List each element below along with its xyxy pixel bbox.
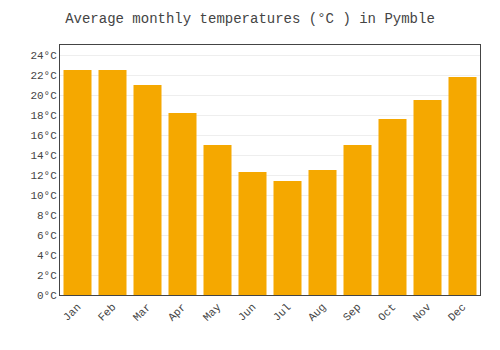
svg-text:0°C: 0°C <box>37 290 57 302</box>
svg-text:20°C: 20°C <box>30 90 57 102</box>
svg-text:Jun: Jun <box>236 301 258 323</box>
svg-text:18°C: 18°C <box>30 110 57 122</box>
svg-text:16°C: 16°C <box>30 130 57 142</box>
svg-text:Sep: Sep <box>341 301 363 323</box>
svg-text:2°C: 2°C <box>37 270 57 282</box>
svg-text:Oct: Oct <box>376 301 398 323</box>
svg-text:Dec: Dec <box>446 301 468 323</box>
svg-text:Mar: Mar <box>131 301 153 323</box>
svg-text:6°C: 6°C <box>37 230 57 242</box>
svg-text:Average monthly temperatures (: Average monthly temperatures (°C ) in Py… <box>65 11 435 27</box>
svg-text:Feb: Feb <box>96 301 118 323</box>
svg-text:24°C: 24°C <box>30 50 57 62</box>
svg-text:Nov: Nov <box>411 301 434 324</box>
svg-text:14°C: 14°C <box>30 150 57 162</box>
svg-text:10°C: 10°C <box>30 190 57 202</box>
svg-text:4°C: 4°C <box>37 250 57 262</box>
svg-text:Jul: Jul <box>271 301 293 323</box>
svg-text:May: May <box>201 301 224 324</box>
svg-text:Aug: Aug <box>306 301 328 323</box>
svg-text:12°C: 12°C <box>30 170 57 182</box>
svg-text:8°C: 8°C <box>37 210 57 222</box>
svg-text:Apr: Apr <box>166 301 188 323</box>
svg-text:22°C: 22°C <box>30 70 57 82</box>
svg-text:Jan: Jan <box>61 301 83 323</box>
